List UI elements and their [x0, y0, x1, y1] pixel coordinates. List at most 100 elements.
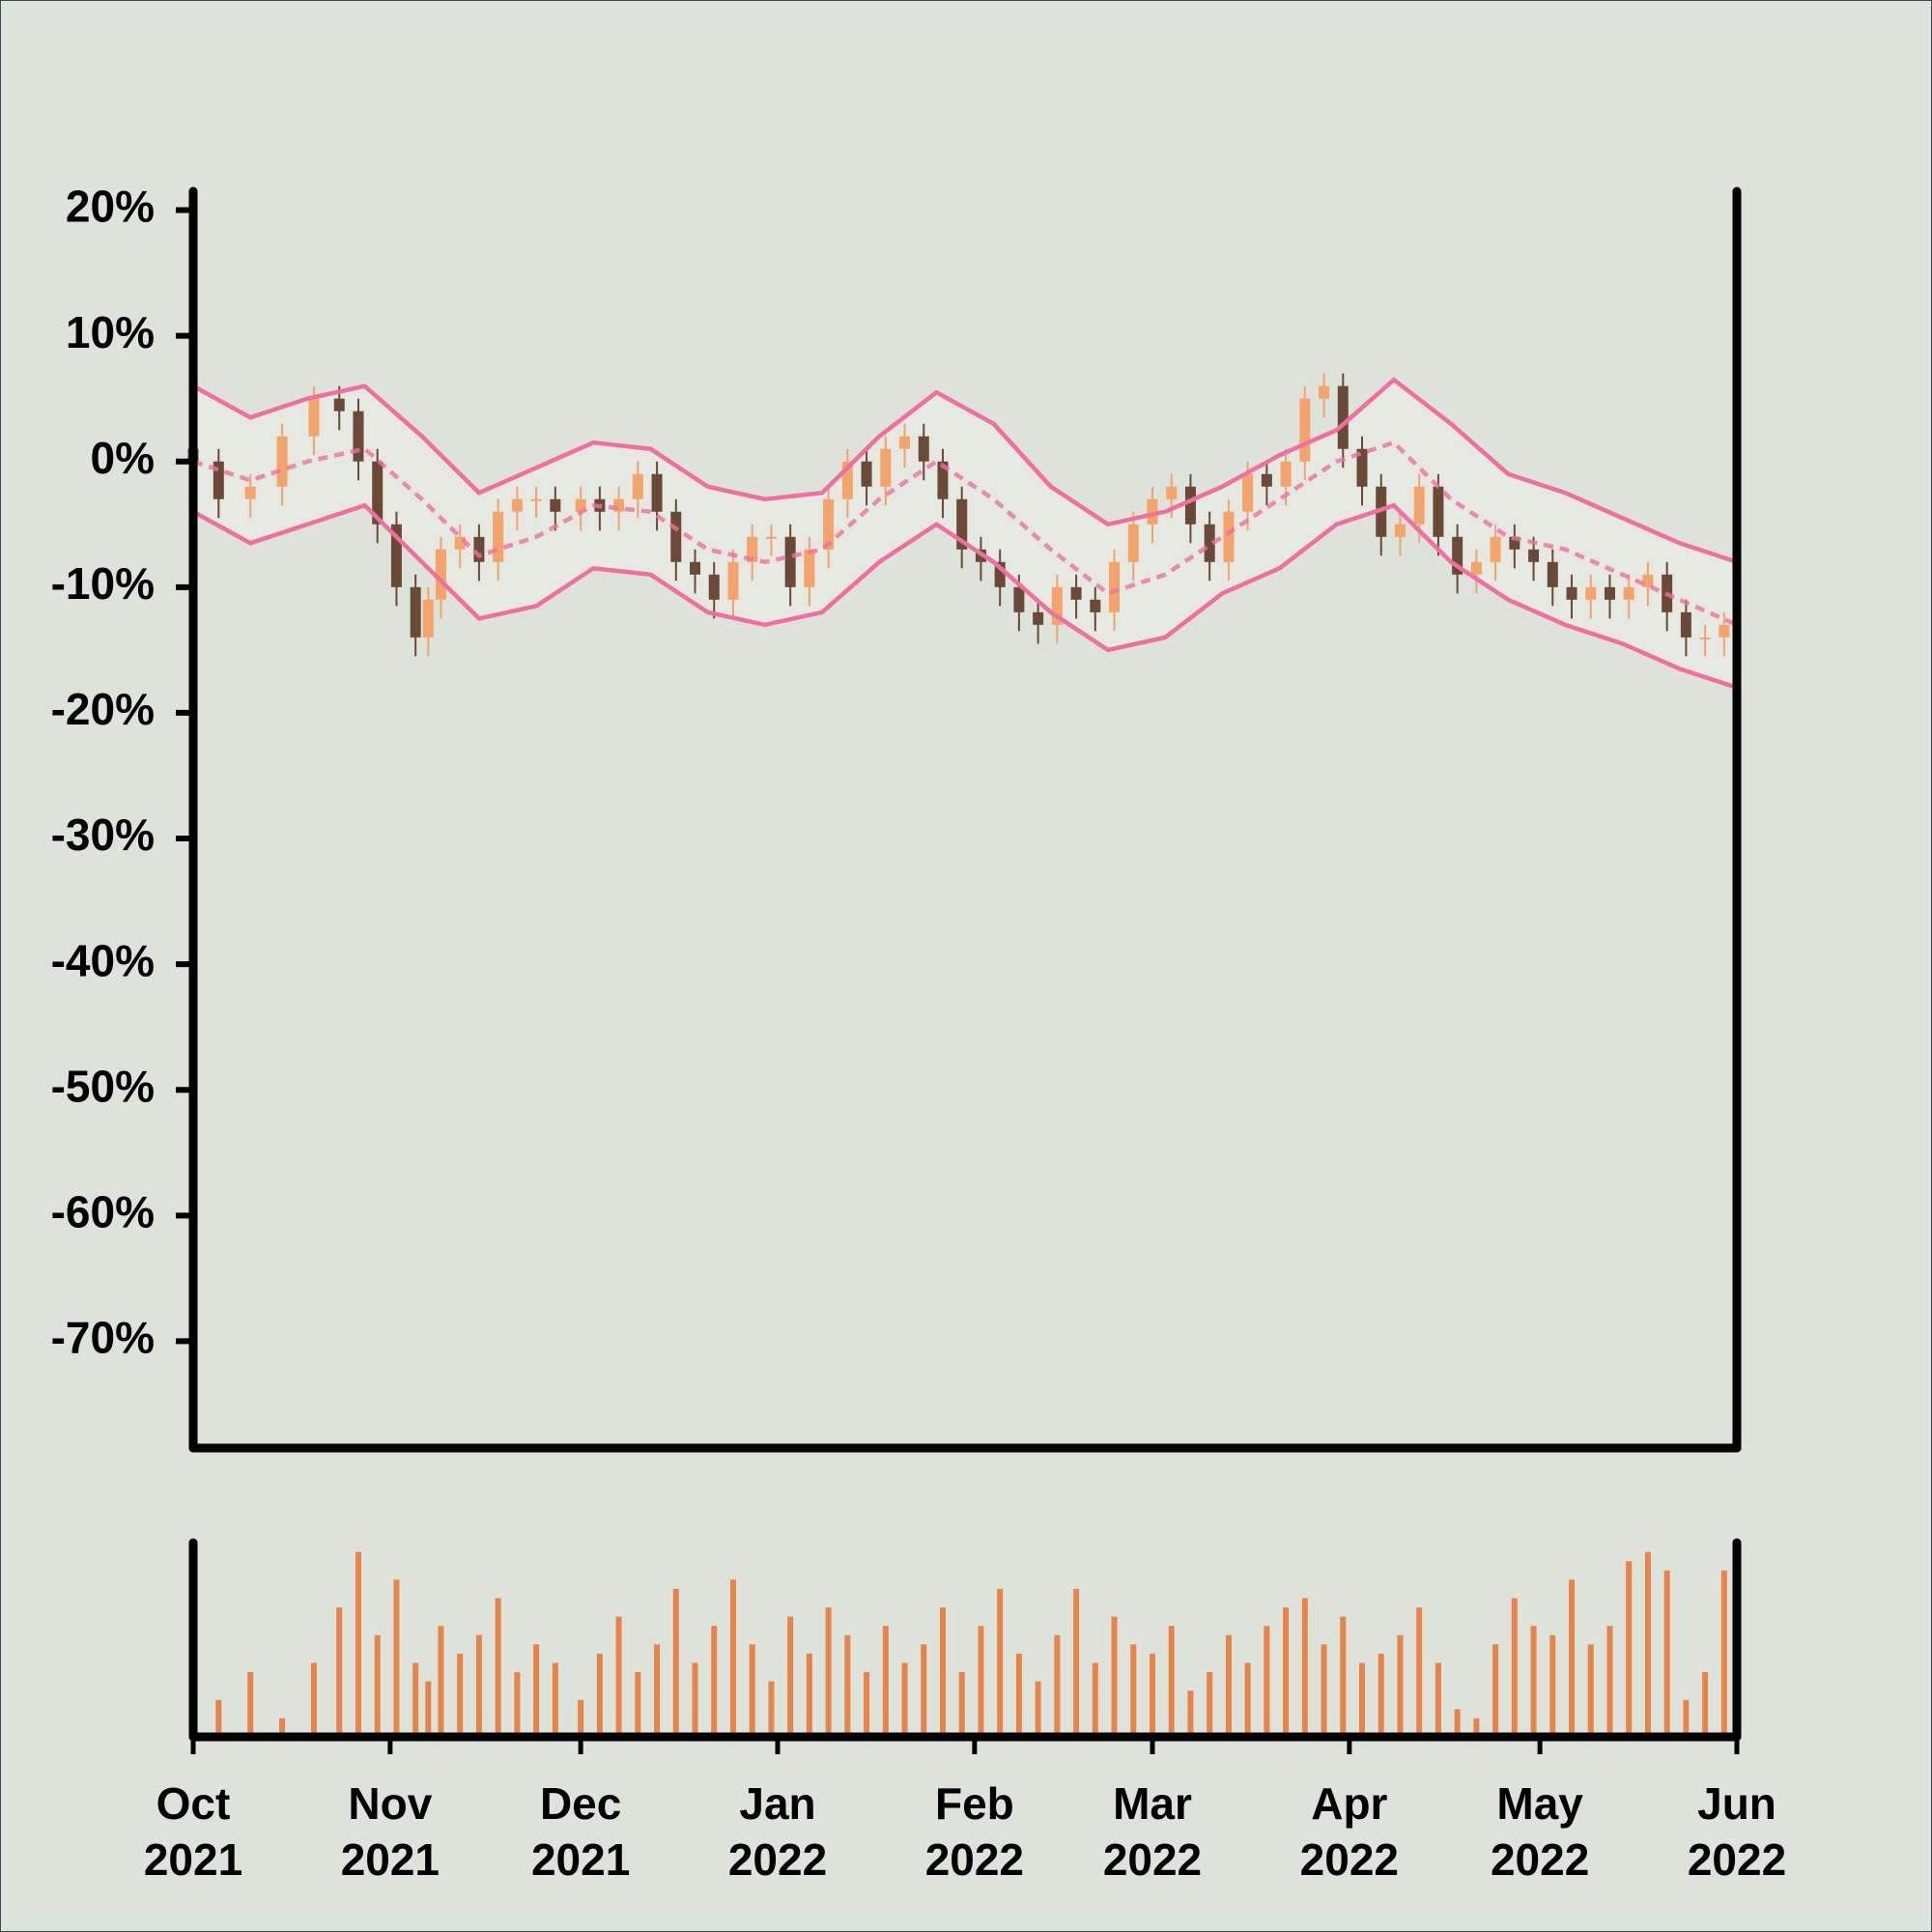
candle-body	[1127, 524, 1139, 562]
candle-body	[1090, 599, 1101, 612]
x-tick-label: Mar 2022	[1102, 1778, 1203, 1885]
volume-bar	[864, 1672, 870, 1737]
candle-body	[765, 536, 777, 539]
volume-bar	[1511, 1598, 1518, 1737]
volume-bar	[958, 1672, 965, 1737]
volume-bar	[495, 1598, 501, 1737]
candle-body	[1604, 586, 1615, 600]
x-tick-label: Jun 2022	[1687, 1778, 1787, 1885]
volume-bar	[997, 1588, 1004, 1737]
candle-body	[473, 536, 485, 562]
volume-bar	[425, 1681, 432, 1737]
volume-bar	[1397, 1634, 1404, 1737]
x-tick-label: May 2022	[1490, 1778, 1590, 1885]
y-tick-label: -50%	[51, 1061, 155, 1111]
candle-body	[880, 448, 892, 487]
volume-bar	[1244, 1662, 1251, 1737]
volume-bar	[552, 1662, 558, 1737]
candle-body	[308, 398, 320, 437]
candle-body	[1261, 473, 1272, 487]
volume-bar	[1626, 1561, 1633, 1737]
x-tick-label: Dec 2021	[530, 1778, 631, 1885]
candle-body	[1337, 385, 1349, 449]
candle-body	[1356, 448, 1368, 487]
candle-body	[841, 461, 853, 499]
candle-body	[530, 498, 542, 501]
volume-bar	[1054, 1634, 1061, 1737]
y-tick-label: -40%	[51, 935, 155, 985]
volume-bar	[1283, 1607, 1290, 1737]
x-tick-label: Feb 2022	[924, 1778, 1025, 1885]
y-tick-label: -20%	[51, 684, 155, 734]
band-lower	[191, 502, 1738, 691]
volume-bar	[654, 1644, 661, 1737]
volume-bar	[692, 1662, 698, 1737]
volume-bar	[310, 1662, 317, 1737]
volume-bar	[1378, 1653, 1384, 1737]
y-tick-label: -60%	[51, 1186, 155, 1236]
volume-bar	[1264, 1626, 1270, 1737]
volume-bar	[978, 1626, 984, 1737]
candle-body	[1033, 611, 1044, 625]
volume-bar	[921, 1644, 927, 1737]
x-tick-label: Jan 2022	[727, 1778, 828, 1885]
candle-body	[1184, 486, 1196, 525]
x-tick-label: Apr 2022	[1299, 1778, 1400, 1885]
volume-bar	[1569, 1579, 1576, 1737]
volume-bar	[1149, 1653, 1155, 1737]
candle-body	[1166, 486, 1178, 499]
volume-bar	[1359, 1662, 1366, 1737]
volume-bar	[635, 1672, 641, 1737]
candle-body	[861, 461, 872, 487]
candle-body	[1413, 486, 1425, 525]
volume-bar	[336, 1607, 343, 1737]
y-tick-label: 0%	[91, 433, 155, 483]
x-tick-label: Nov 2021	[340, 1778, 440, 1885]
volume-bar	[787, 1616, 794, 1737]
candle-body	[613, 498, 625, 512]
candle-body	[708, 574, 720, 600]
candle-body	[276, 436, 288, 487]
volume-bar	[1644, 1551, 1651, 1737]
candle-body	[1642, 574, 1654, 587]
volume-bar	[578, 1699, 584, 1737]
candle-body	[550, 498, 561, 512]
candle-body	[651, 473, 663, 512]
candle-body	[1470, 561, 1482, 575]
candle-body	[937, 461, 949, 499]
volume-bar	[1168, 1626, 1175, 1737]
volume-bar	[1473, 1718, 1480, 1737]
y-tick-label: -70%	[51, 1313, 155, 1363]
candle-body	[422, 599, 434, 638]
candle-body	[1585, 586, 1597, 600]
candle-body	[994, 561, 1006, 587]
candle-body	[1623, 586, 1634, 600]
candle-body	[244, 486, 256, 499]
candle-body	[1223, 511, 1235, 562]
candle-body	[1452, 536, 1463, 575]
volume-bar	[1340, 1616, 1347, 1737]
candle-body	[390, 524, 402, 587]
volume-bar	[806, 1653, 812, 1737]
candle-body	[670, 511, 682, 562]
volume-bar	[901, 1662, 908, 1737]
volume-bar	[729, 1579, 736, 1737]
candle-body	[213, 461, 224, 499]
y-tick-label: -30%	[51, 810, 155, 860]
candle-body	[823, 498, 835, 550]
candle-body	[1719, 624, 1730, 638]
volume-bar	[279, 1718, 286, 1737]
candle-body	[575, 498, 586, 512]
candle-body	[727, 561, 739, 600]
candle-body	[1204, 524, 1215, 562]
volume-bar	[1035, 1681, 1041, 1737]
candle-body	[435, 549, 446, 600]
candle-body	[1280, 461, 1292, 487]
volume-bar	[1187, 1690, 1194, 1737]
volume-bar	[215, 1699, 222, 1737]
volume-bar	[1702, 1672, 1709, 1737]
volume-bar	[1606, 1626, 1613, 1737]
candle-body	[1242, 473, 1254, 512]
volume-bar	[939, 1607, 946, 1737]
